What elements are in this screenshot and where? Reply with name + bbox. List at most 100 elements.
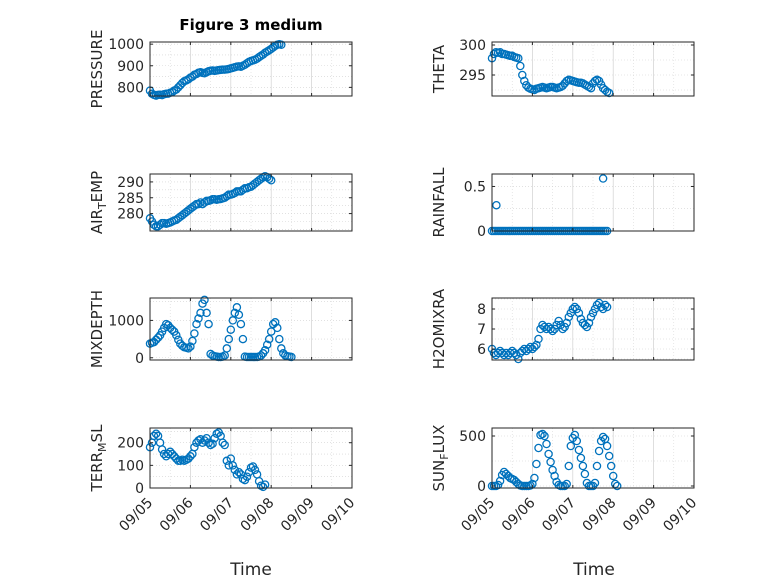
- data-point: [194, 314, 203, 323]
- y-tick-label: 7: [477, 322, 486, 338]
- data-point: [208, 439, 217, 449]
- data-point: [232, 470, 242, 479]
- data-point: [222, 344, 232, 353]
- x-tick-label: 09/08: [580, 495, 620, 535]
- data-point: [574, 445, 584, 455]
- data-point: [530, 473, 539, 483]
- y-tick-label: 280: [117, 207, 144, 223]
- x-tick-label: 09/09: [620, 495, 660, 535]
- x-tick-label: 09/06: [499, 495, 539, 535]
- data-point: [568, 304, 578, 314]
- y-tick-label: 0: [135, 351, 144, 367]
- axes-box: [149, 297, 353, 361]
- data-point: [234, 310, 244, 320]
- y-tick-label: 295: [459, 68, 486, 84]
- data-point: [228, 316, 238, 325]
- data-point: [606, 461, 616, 471]
- data-point: [260, 346, 270, 355]
- y-tick-label: 200: [117, 436, 144, 452]
- data-point: [188, 336, 197, 346]
- data-point: [598, 432, 608, 442]
- data-point: [514, 53, 523, 63]
- data-point: [511, 350, 521, 360]
- data-point: [598, 174, 608, 183]
- data-point: [192, 319, 201, 329]
- data-point: [236, 319, 246, 329]
- data-point: [596, 436, 606, 446]
- y-tick-label: 0: [477, 479, 486, 495]
- y-axis-label: MIXDEPTH: [88, 290, 106, 368]
- axes-box: [149, 173, 353, 232]
- data-point: [546, 324, 555, 334]
- data-point: [526, 481, 535, 490]
- data-point: [155, 220, 165, 229]
- data-point: [192, 69, 201, 79]
- data-point: [538, 429, 547, 439]
- data-point: [608, 471, 618, 481]
- y-tick-label: 500: [459, 429, 486, 445]
- data-point: [204, 319, 213, 329]
- data-point: [242, 472, 252, 481]
- data-point: [580, 469, 590, 479]
- data-point: [544, 449, 553, 459]
- y-tick-label: 0: [477, 224, 486, 240]
- axes-box: [149, 41, 353, 97]
- data-point: [598, 304, 608, 314]
- data-point: [202, 308, 211, 318]
- y-axis-label: H2OMIXRA: [430, 288, 448, 369]
- y-axis-label: AIRTEMP: [88, 171, 109, 234]
- data-point: [532, 459, 541, 469]
- data-point: [196, 198, 205, 207]
- data-point: [570, 302, 580, 312]
- data-point: [275, 334, 284, 344]
- data-point: [200, 295, 209, 305]
- data-point: [546, 457, 555, 467]
- data-point: [578, 461, 588, 471]
- data-point: [264, 334, 274, 344]
- data-point: [200, 436, 209, 445]
- subplot-sun: 0 500 09/05 09/06 09/07 09/08 09/09 09/10 SUNFLU…: [430, 425, 700, 535]
- data-point: [184, 344, 193, 353]
- y-tick-label: 800: [117, 80, 144, 96]
- axes-box: [149, 427, 353, 489]
- data-point: [489, 49, 499, 59]
- data-point: [586, 312, 596, 322]
- data-point: [534, 334, 543, 344]
- y-axis-label: THETA: [430, 44, 448, 94]
- data-point: [493, 480, 503, 490]
- data-point: [540, 431, 549, 441]
- data-point: [558, 324, 567, 334]
- data-point: [564, 461, 574, 471]
- data-point: [592, 300, 602, 310]
- data-point: [202, 433, 211, 443]
- data-point: [566, 308, 576, 318]
- data-point: [530, 342, 539, 352]
- x-tick-label: 09/06: [157, 495, 197, 535]
- data-point: [186, 452, 195, 461]
- data-point: [234, 467, 244, 477]
- data-point: [172, 331, 181, 340]
- data-point: [600, 300, 610, 310]
- data-point: [250, 465, 260, 475]
- data-point: [277, 344, 286, 353]
- data-point: [576, 314, 586, 324]
- y-axis-label: PRESSURE: [88, 30, 106, 109]
- data-point: [548, 326, 557, 336]
- data-point: [264, 174, 274, 184]
- x-axis-label-right: Time: [572, 560, 615, 580]
- data-point: [186, 342, 195, 351]
- data-point: [190, 442, 199, 452]
- data-point: [550, 324, 559, 334]
- y-tick-label: 300: [459, 38, 486, 54]
- x-tick-label: 09/07: [197, 495, 237, 535]
- y-axis-label: TERRMSL: [88, 424, 109, 493]
- axes-box: [491, 173, 695, 232]
- data-point: [204, 438, 213, 447]
- data-point: [594, 446, 604, 456]
- data-point: [277, 40, 286, 50]
- data-point: [230, 188, 240, 198]
- data-point: [190, 329, 199, 338]
- data-point: [576, 453, 586, 463]
